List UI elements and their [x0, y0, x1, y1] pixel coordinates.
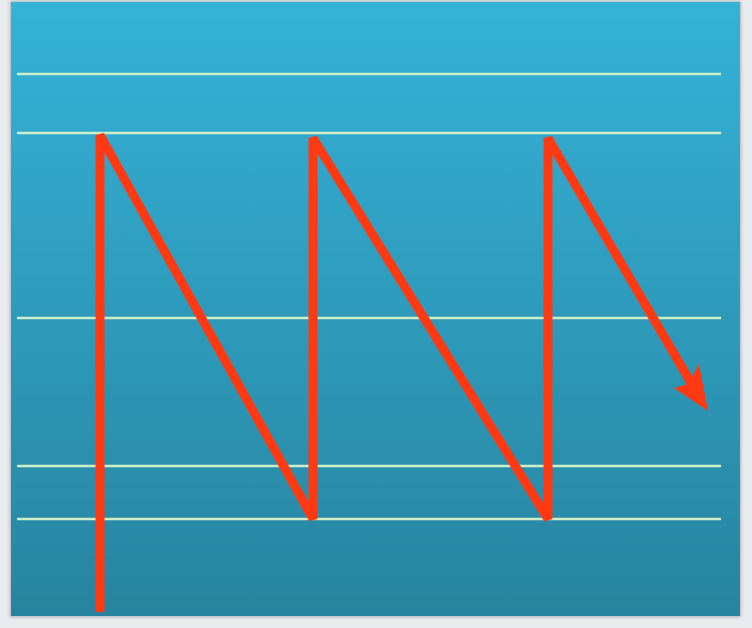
staff-rules [17, 72, 721, 521]
zigzag-diagram [11, 2, 740, 616]
arrowhead-icon [674, 364, 708, 411]
zigzag-path-group [95, 132, 708, 612]
zigzag-line [95, 132, 705, 612]
diagram-background [11, 2, 740, 616]
diagram-panel [11, 2, 740, 616]
